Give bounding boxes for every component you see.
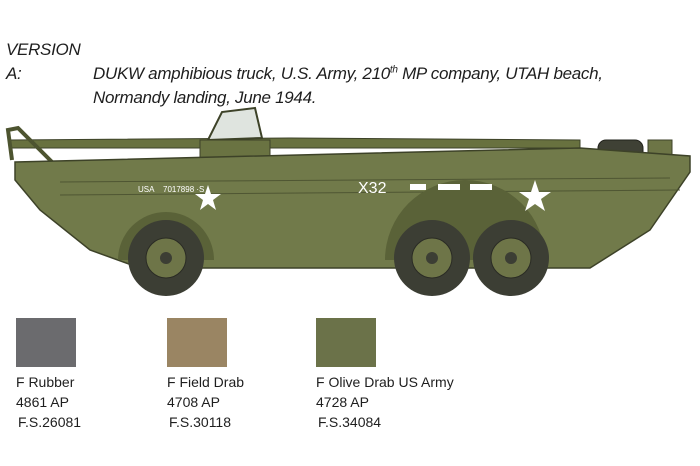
wheel-middle bbox=[394, 220, 470, 296]
color-code: 4708 AP bbox=[167, 394, 220, 410]
caption-line1-post: MP company, UTAH beach, bbox=[397, 64, 603, 83]
swatch-chip bbox=[16, 318, 76, 367]
unit-code-marking: X32 bbox=[358, 180, 387, 197]
version-label: VERSION A: bbox=[6, 40, 81, 83]
color-code: 4861 AP bbox=[16, 394, 69, 410]
swatch-chip bbox=[316, 318, 376, 367]
fs-code: F.S.34084 bbox=[318, 414, 382, 430]
bumper-stripe bbox=[438, 184, 460, 190]
swatch-chip bbox=[167, 318, 227, 367]
fs-code: F.S.26081 bbox=[18, 414, 82, 430]
dukw-vehicle-illustration: USA 7017898 ·S X32 bbox=[5, 106, 691, 296]
caption-line2: Normandy landing, June 1944. bbox=[93, 88, 317, 107]
color-name: F Olive Drab US Army bbox=[316, 374, 454, 390]
hull-line bbox=[59, 177, 671, 183]
hull-line bbox=[59, 189, 681, 196]
caption-superscript: th bbox=[389, 64, 398, 76]
fs-code: F.S.30118 bbox=[169, 414, 232, 430]
wheel-front bbox=[128, 220, 204, 296]
windshield bbox=[206, 106, 264, 142]
color-name: F Field Drab bbox=[167, 374, 245, 390]
serial-marking: 7017898 ·S bbox=[163, 185, 204, 194]
deck-rail bbox=[9, 137, 581, 149]
color-name: F Rubber bbox=[16, 374, 75, 390]
wheel-rear bbox=[473, 220, 549, 296]
color-swatch-olive-drab: F Olive Drab US Army 4728 AP F.S.34084 bbox=[316, 318, 454, 432]
color-code: 4728 AP bbox=[316, 394, 369, 410]
star-insignia-rear bbox=[519, 180, 551, 211]
a-frame bbox=[5, 125, 62, 172]
hull bbox=[14, 147, 691, 269]
caption-line1-pre: DUKW amphibious truck, U.S. Army, 210 bbox=[93, 64, 390, 83]
color-swatch-rubber: F Rubber 4861 AP F.S.26081 bbox=[16, 318, 81, 432]
usa-marking: USA bbox=[138, 185, 155, 194]
bumper-stripe bbox=[410, 184, 426, 190]
star-insignia-front bbox=[195, 185, 221, 210]
version-caption: VERSION A: DUKW amphibious truck, U.S. Ar… bbox=[6, 38, 603, 110]
bumper-stripe bbox=[470, 184, 492, 190]
color-swatch-field-drab: F Field Drab 4708 AP F.S.30118 bbox=[167, 318, 244, 432]
